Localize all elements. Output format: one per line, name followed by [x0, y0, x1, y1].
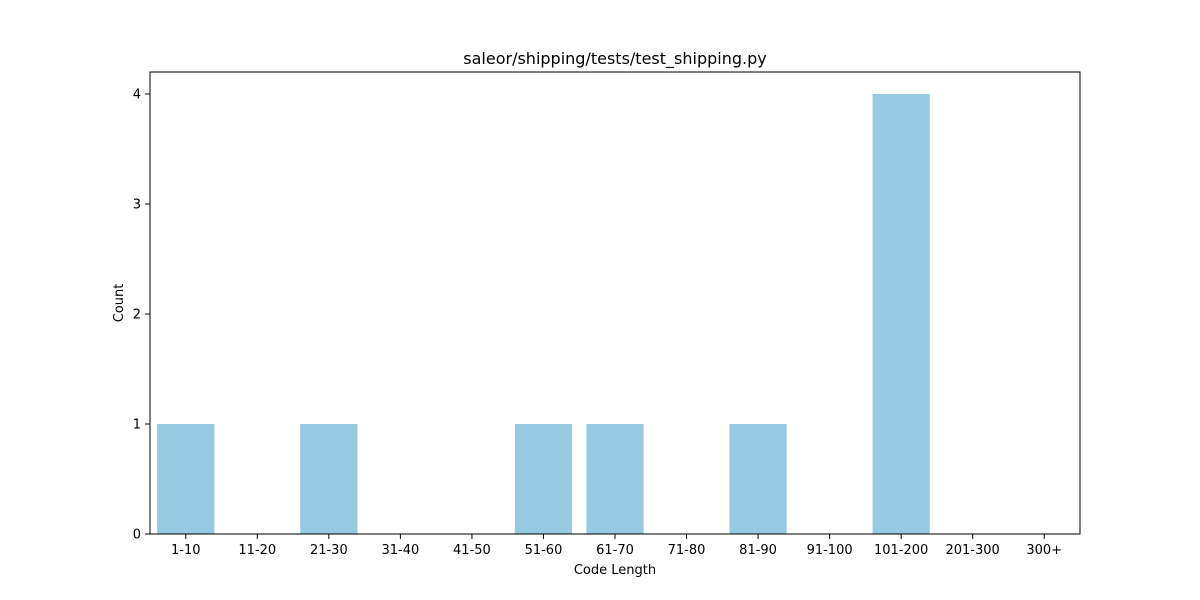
bar-1-10 [157, 424, 215, 534]
bar-61-70 [586, 424, 644, 534]
x-tick-label: 51-60 [525, 543, 563, 558]
x-tick-label: 1-10 [171, 543, 201, 558]
y-axis: 0 1 2 3 4 [133, 88, 150, 543]
y-tick-label: 1 [133, 418, 141, 433]
x-axis: 1-10 11-20 21-30 31-40 41-50 51-60 61-70 71-80 8… [171, 534, 1062, 558]
bar-81-90 [729, 424, 787, 534]
x-tick-label: 71-80 [668, 543, 706, 558]
bar-51-60 [514, 424, 573, 534]
x-tick-label: 31-40 [381, 543, 419, 558]
x-tick-label: 41-50 [453, 543, 491, 558]
x-tick-label: 91-100 [807, 543, 853, 558]
x-tick-label: 101-200 [874, 543, 928, 558]
chart-title: saleor/shipping/tests/test_shipping.py [463, 49, 766, 69]
x-axis-title: Code Length [574, 563, 656, 578]
x-tick-label: 61-70 [596, 543, 634, 558]
bars-group [157, 94, 930, 534]
y-axis-title: Count [112, 284, 127, 323]
y-tick-label: 0 [133, 528, 141, 543]
x-tick-label: 300+ [1026, 543, 1062, 558]
x-tick-label: 11-20 [238, 543, 276, 558]
y-tick-label: 4 [133, 88, 141, 103]
y-tick-label: 3 [133, 198, 141, 213]
bar-21-30 [300, 424, 358, 534]
x-tick-label: 201-300 [946, 543, 1000, 558]
y-tick-label: 2 [133, 308, 141, 323]
bar-101-200 [872, 94, 930, 534]
x-tick-label: 81-90 [739, 543, 777, 558]
x-tick-label: 21-30 [310, 543, 348, 558]
